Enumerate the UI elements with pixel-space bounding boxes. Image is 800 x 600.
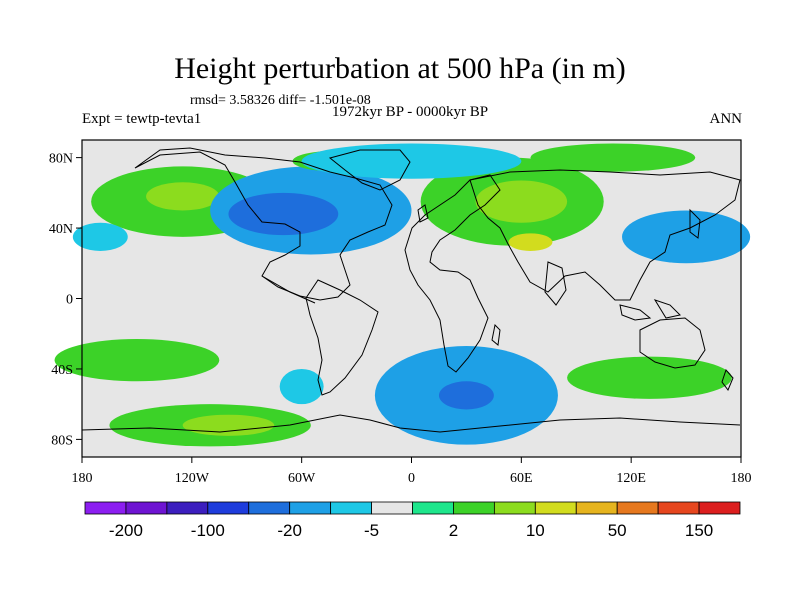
lon-tick-label: 60W [288,471,316,486]
map-plot-area [54,140,751,457]
southern-ocean-negative-core [438,381,494,410]
lat-tick-label: 80N [49,152,73,167]
season-label: ANN [709,111,743,127]
eurasia-positive-core [475,180,568,223]
colorbar-swatch [207,501,250,515]
colorbar-label: -100 [191,521,225,540]
south-pacific-positive [54,339,220,382]
colorbar-swatch [125,501,168,515]
colorbar-swatch [657,501,700,515]
colorbar-swatch [84,501,127,515]
colorbar-label: -200 [109,521,143,540]
experiment-label: Expt = tewtp-tevta1 [82,111,202,127]
figure-title: Height perturbation at 500 hPa (in m) [174,52,626,85]
colorbar-swatch [371,501,413,515]
lat-tick-label: 80S [51,433,73,448]
colorbar-label: 10 [526,521,545,540]
colorbar-swatch [493,501,536,515]
colorbar-swatch [616,501,659,515]
colorbar-swatch [289,501,332,515]
coastlines [81,147,741,433]
arctic-negative [301,143,522,179]
colorbar-label: 150 [685,521,713,540]
lon-tick-label: 120E [616,471,646,486]
lat-tick-label: 40N [49,222,73,237]
colorbar-swatch [698,501,741,515]
colorbar-swatch [248,501,291,515]
west-pacific-negative [72,222,128,251]
latitude-axis: 80N 40N 0 40S 80S [49,152,82,448]
longitude-axis: 180 120W 60W 0 60E 120E 180 [72,457,752,486]
lat-tick-label: 0 [66,293,73,308]
lon-tick-label: 180 [731,471,752,486]
antarctic-pacific-core [182,414,275,436]
colorbar-label: 50 [608,521,627,540]
colorbar-swatch [330,501,372,515]
colorbar-swatch [166,501,209,515]
colorbar-swatch [453,501,495,515]
siberia-positive [530,143,696,172]
south-america-negative [279,368,324,405]
colorbar-label: 2 [449,521,458,540]
south-indian-positive [567,356,732,399]
north-atlantic-negative-core [228,192,339,236]
time-range-subtitle: 1972kyr BP - 0000kyr BP [331,104,489,120]
colorbar-swatch [534,501,577,515]
lon-tick-label: 0 [408,471,415,486]
north-pacific-positive-core [146,182,220,211]
lat-tick-label: 40S [51,363,73,378]
rmsd-stats: rmsd= 3.58326 diff= -1.501e-08 [190,93,371,108]
lon-tick-label: 180 [72,471,93,486]
lon-tick-label: 60E [510,471,533,486]
colorbar-label: -5 [364,521,379,540]
colorbar-swatch [575,501,618,515]
colorbar-swatch [412,501,454,515]
central-asia-core [508,233,553,251]
colorbar-label: -20 [277,521,302,540]
lon-tick-label: 120W [175,471,210,486]
colorbar: -200 -100 -20 -5 2 10 50 150 [84,501,741,540]
north-pacific-west-negative [622,210,751,264]
